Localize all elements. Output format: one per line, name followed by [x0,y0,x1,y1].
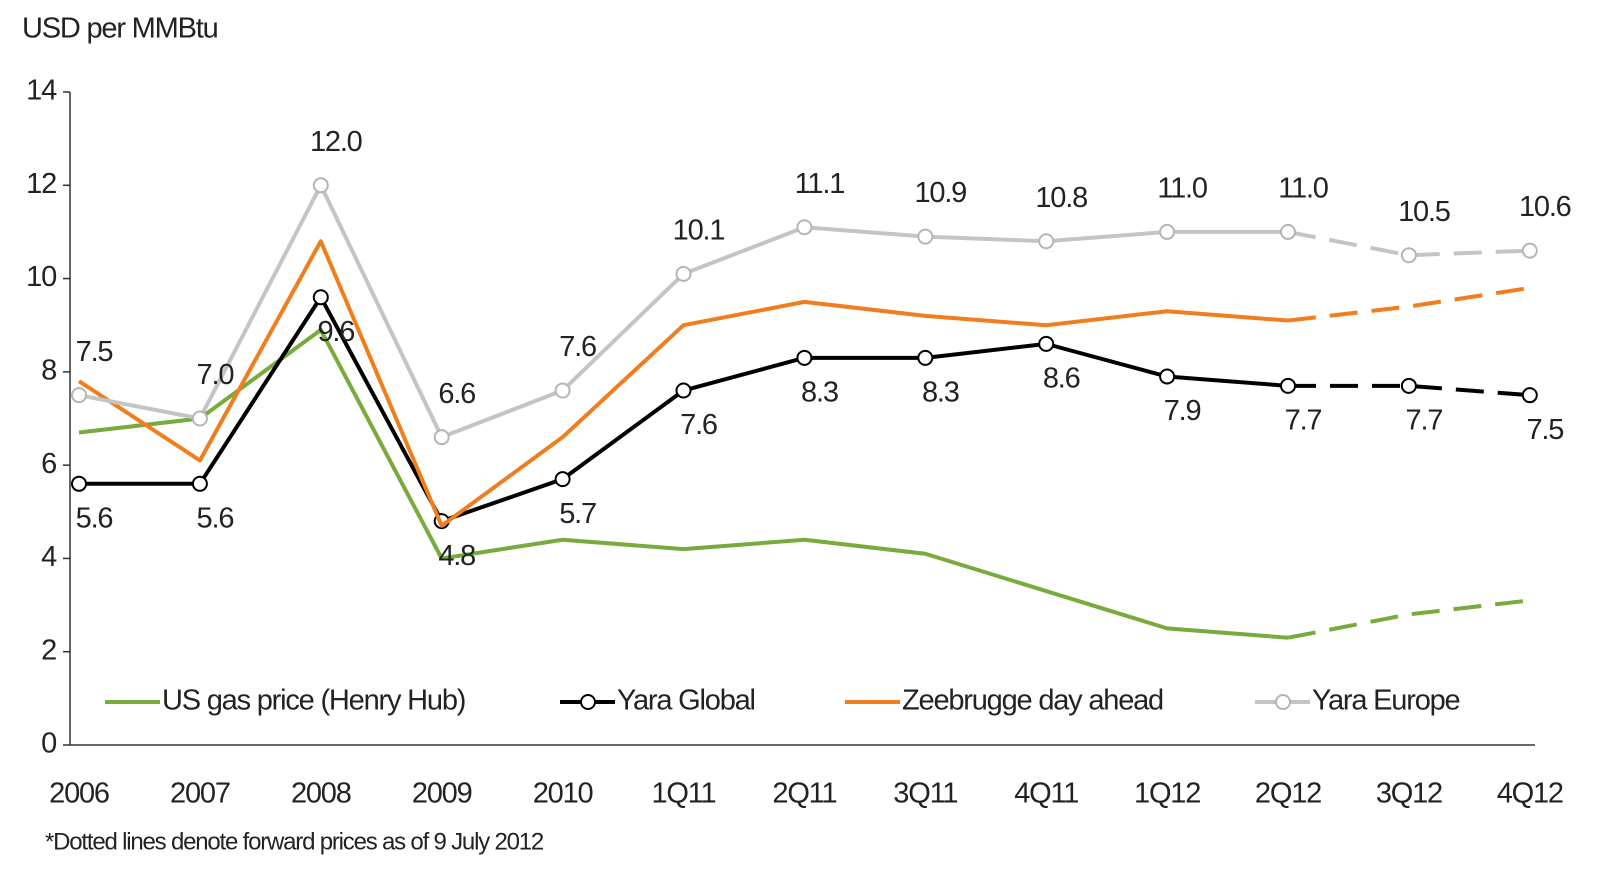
data-label: 8.6 [1043,363,1080,395]
y-tick-label: 12 [26,168,56,200]
x-tick-label: 2007 [170,778,230,810]
x-tick-label: 3Q11 [893,778,957,810]
data-label: 5.7 [559,498,596,530]
legend-label: Yara Global [617,685,755,717]
marker [71,387,87,404]
y-axis-label: USD per MMBtu [22,13,218,45]
data-label: 5.6 [76,502,113,534]
data-label: 7.7 [1285,405,1322,437]
marker [554,382,571,399]
marker [191,410,208,427]
y-tick-label: 14 [26,75,57,107]
data-label: 4.8 [438,540,475,572]
y-tick-label: 8 [41,355,56,387]
marker [675,265,692,282]
marker [1400,377,1417,394]
marker [796,219,813,236]
legend-marker [1275,694,1291,710]
marker [1038,335,1055,352]
legend-label: Zeebrugge day ahead [902,685,1163,717]
series-line [77,239,1289,528]
marker [312,177,329,194]
x-tick-label: 1Q11 [652,778,716,810]
data-label: 9.6 [317,316,354,348]
legend-marker [580,694,596,710]
x-tick-label: 1Q12 [1134,778,1200,810]
marker [796,349,813,366]
footnote: *Dotted lines denote forward prices as o… [45,828,544,855]
legend-label: Yara Europe [1312,685,1460,717]
data-label: 7.9 [1164,395,1201,427]
marker [1038,233,1055,250]
data-label: 8.3 [801,377,838,409]
marker [554,471,571,488]
marker [1280,223,1296,240]
data-label: 7.7 [1406,405,1443,437]
data-label: 7.6 [680,409,717,441]
data-label: 7.5 [76,336,113,368]
marker [1521,387,1538,404]
data-label: 10.1 [673,215,725,247]
data-label: 7.0 [197,359,234,391]
marker [917,349,934,366]
y-tick-label: 0 [41,728,56,760]
y-tick-label: 10 [26,261,56,293]
x-tick-label: 4Q12 [1497,778,1563,810]
data-label: 7.5 [1526,414,1563,446]
x-tick-label: 2Q11 [772,778,836,810]
x-tick-label: 2Q12 [1255,778,1321,810]
marker [191,475,208,492]
marker [1280,377,1296,394]
y-tick-label: 2 [41,634,56,666]
x-tick-label: 2008 [291,778,351,810]
legend-label: US gas price (Henry Hub) [162,685,465,717]
data-label: 6.6 [438,378,475,410]
marker [917,228,934,245]
data-label: 10.8 [1035,182,1087,214]
x-tick-label: 4Q11 [1014,778,1078,810]
marker [1159,223,1176,240]
data-label: 12.0 [310,126,362,158]
data-label: 11.0 [1157,173,1207,205]
data-label: 7.6 [559,331,596,363]
x-tick-label: 2010 [533,778,593,810]
y-tick-label: 6 [41,448,56,480]
marker [675,382,692,399]
data-label: 5.6 [197,502,234,534]
y-tick-label: 4 [41,541,57,573]
x-tick-label: 2006 [49,778,109,810]
marker [433,429,450,446]
marker [71,475,87,492]
x-tick-label: 2009 [412,778,472,810]
marker [1159,368,1176,385]
marker [1400,247,1417,264]
data-label: 10.6 [1519,191,1571,223]
data-label: 10.5 [1398,196,1450,228]
data-label: 11.1 [795,168,845,200]
data-label: 8.3 [922,377,959,409]
data-label: 11.0 [1278,173,1328,205]
marker [312,289,329,306]
marker [1521,242,1538,259]
x-tick-label: 3Q12 [1376,778,1442,810]
data-label: 10.9 [914,177,966,209]
